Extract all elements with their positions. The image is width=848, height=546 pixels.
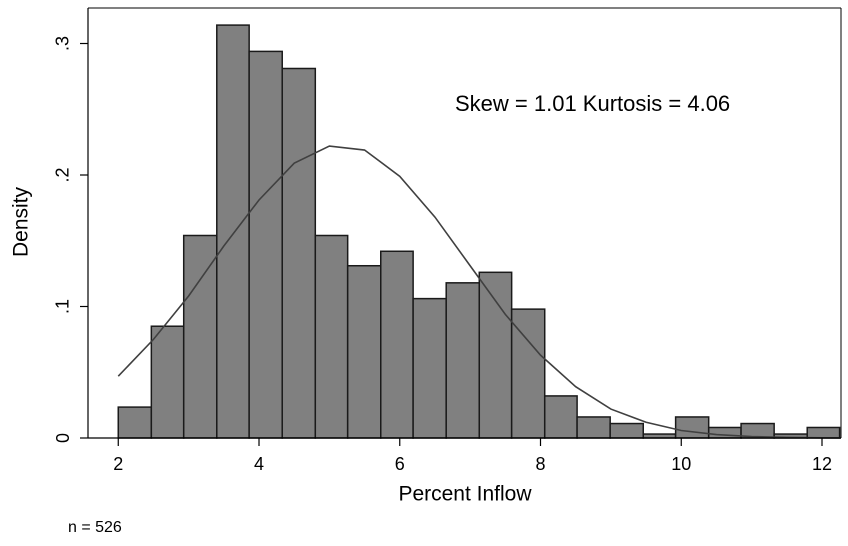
bar (117, 406, 153, 439)
annotation: Skew = 1.01 Kurtosis = 4.06 (455, 91, 730, 116)
bar (346, 264, 382, 439)
bar (216, 24, 250, 439)
bar (412, 297, 447, 439)
x-tick-label: 2 (113, 454, 123, 474)
sample-size-note: n = 526 (68, 519, 122, 536)
x-axis-label: Percent Inflow (398, 483, 532, 506)
bar (806, 426, 841, 439)
bar (510, 308, 546, 439)
bar (182, 234, 218, 439)
bar (445, 282, 481, 439)
x-tick-label: 4 (254, 454, 264, 474)
bar (281, 67, 317, 439)
x-tick-label: 6 (395, 454, 405, 474)
bar (576, 416, 611, 439)
x-tick-label: 8 (535, 454, 545, 474)
bar (543, 395, 578, 439)
y-tick-label: .1 (53, 299, 73, 314)
y-tick-label: .3 (53, 36, 73, 51)
bar (380, 250, 414, 439)
bar (674, 416, 710, 439)
bar (150, 325, 185, 439)
x-tick-label: 10 (671, 454, 691, 474)
y-tick-label: 0 (53, 433, 73, 443)
bar (609, 422, 644, 439)
y-tick-label: .2 (53, 167, 73, 182)
normal-curve (117, 145, 842, 439)
bar (248, 50, 283, 439)
y-axis-label: Density (10, 186, 33, 257)
x-tick-label: 12 (812, 454, 832, 474)
bar (314, 234, 349, 439)
bar (478, 271, 513, 439)
